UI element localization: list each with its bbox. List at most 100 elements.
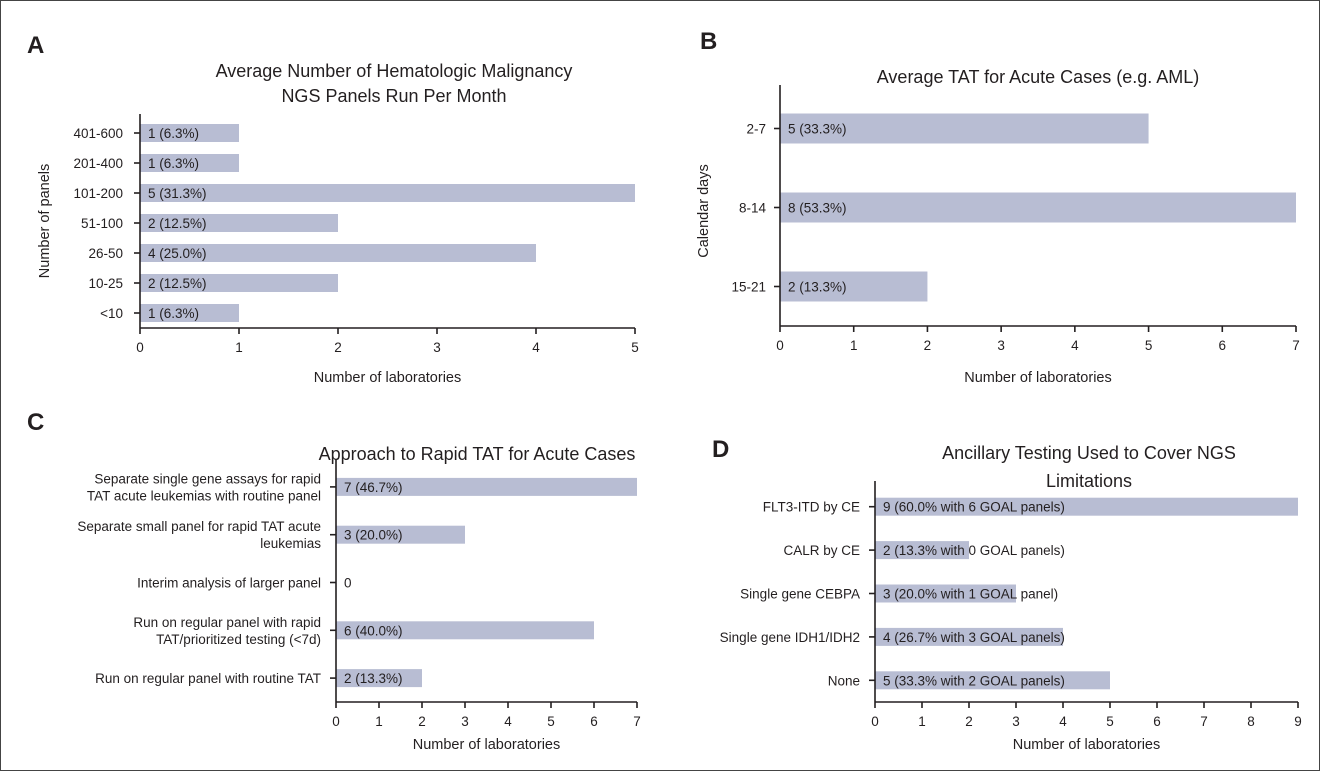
data-label: 5 (31.3%) — [148, 186, 207, 201]
bar — [140, 184, 635, 202]
bar — [875, 584, 1016, 603]
bar — [140, 214, 338, 232]
data-label: 5 (33.3% with 2 GOAL panels) — [883, 673, 1065, 688]
data-label: 4 (25.0%) — [148, 246, 207, 261]
category-label: TAT/prioritized testing (<7d) — [156, 632, 321, 647]
y-axis-label: Calendar days — [696, 164, 712, 258]
panel-letter: C — [27, 409, 44, 436]
x-axis-label: Number of laboratories — [413, 737, 561, 753]
y-axis-label: Number of panels — [37, 164, 53, 278]
category-label: Run on regular panel with routine TAT — [95, 671, 321, 686]
bar — [875, 671, 1110, 690]
bar — [140, 124, 239, 142]
panel-letter: A — [27, 32, 44, 59]
bar — [140, 274, 338, 292]
data-label: 8 (53.3%) — [788, 201, 847, 216]
x-tick-label: 0 — [136, 340, 144, 355]
category-label: Separate single gene assays for rapid — [94, 471, 321, 486]
x-tick-label: 5 — [1106, 714, 1114, 729]
data-label: 3 (20.0% with 1 GOAL panel) — [883, 587, 1058, 602]
x-tick-label: 1 — [375, 714, 383, 729]
x-tick-label: 8 — [1247, 714, 1255, 729]
bar — [336, 477, 637, 496]
category-label: Run on regular panel with rapid — [133, 615, 321, 630]
bar — [780, 113, 1149, 144]
bar — [875, 497, 1298, 516]
data-label: 2 (13.3%) — [788, 280, 847, 295]
data-label: 2 (13.3%) — [344, 671, 403, 686]
x-tick-label: 1 — [235, 340, 243, 355]
category-label: FLT3-ITD by CE — [763, 500, 860, 515]
x-tick-label: 3 — [461, 714, 469, 729]
x-tick-label: 0 — [776, 338, 784, 353]
panel-b: B Average TAT for Acute Cases (e.g. AML) 2… — [696, 28, 1300, 386]
data-label: 3 (20.0%) — [344, 528, 403, 543]
category-label: 2-7 — [746, 122, 766, 137]
data-label: 2 (13.3% with 0 GOAL panels) — [883, 543, 1065, 558]
data-label: 9 (60.0% with 6 GOAL panels) — [883, 500, 1065, 515]
category-label: 26-50 — [88, 246, 123, 261]
x-tick-label: 6 — [1219, 338, 1227, 353]
category-label: <10 — [100, 306, 123, 321]
x-tick-label: 2 — [334, 340, 342, 355]
x-tick-label: 4 — [532, 340, 540, 355]
bar — [336, 621, 594, 640]
bar — [140, 244, 536, 262]
x-tick-label: 4 — [1059, 714, 1067, 729]
bar — [780, 192, 1296, 223]
x-tick-label: 9 — [1294, 714, 1302, 729]
data-label: 7 (46.7%) — [344, 480, 403, 495]
category-label: 51-100 — [81, 216, 123, 231]
x-tick-label: 4 — [1071, 338, 1079, 353]
category-label: 201-400 — [73, 156, 123, 171]
chart-title: Average Number of Hematologic Malignancy — [216, 61, 573, 81]
x-tick-label: 5 — [547, 714, 555, 729]
chart-title: Approach to Rapid TAT for Acute Cases — [319, 444, 636, 464]
panel-letter: D — [712, 436, 729, 463]
bar — [780, 271, 928, 302]
x-tick-label: 4 — [504, 714, 512, 729]
data-label: 2 (12.5%) — [148, 216, 207, 231]
panel-letter: B — [700, 28, 717, 55]
x-tick-label: 6 — [590, 714, 598, 729]
x-axis-label: Number of laboratories — [1013, 737, 1161, 753]
category-label: None — [828, 673, 860, 688]
data-label: 1 (6.3%) — [148, 126, 199, 141]
x-axis-label: Number of laboratories — [964, 370, 1112, 386]
category-label: 101-200 — [73, 186, 123, 201]
bar — [875, 541, 969, 560]
data-label: 5 (33.3%) — [788, 122, 847, 137]
x-tick-label: 3 — [1012, 714, 1020, 729]
x-tick-label: 2 — [924, 338, 932, 353]
category-label: leukemias — [260, 536, 321, 551]
data-label: 2 (12.5%) — [148, 276, 207, 291]
bar — [875, 627, 1063, 646]
category-label: Single gene IDH1/IDH2 — [720, 630, 860, 645]
x-tick-label: 2 — [965, 714, 973, 729]
category-label: TAT acute leukemias with routine panel — [87, 488, 321, 503]
x-tick-label: 7 — [1200, 714, 1208, 729]
data-label: 0 — [344, 576, 352, 591]
category-label: 10-25 — [88, 276, 123, 291]
panel-d: D Ancillary Testing Used to Cover NGS Limi… — [712, 436, 1302, 753]
category-label: Separate small panel for rapid TAT acute — [77, 519, 321, 534]
x-tick-label: 3 — [997, 338, 1005, 353]
panel-c: C Approach to Rapid TAT for Acute Cases Se… — [27, 409, 641, 753]
x-tick-label: 6 — [1153, 714, 1161, 729]
data-label: 1 (6.3%) — [148, 156, 199, 171]
bar — [336, 669, 422, 688]
data-label: 6 (40.0%) — [344, 623, 403, 638]
chart-title: Ancillary Testing Used to Cover NGS — [942, 443, 1236, 463]
x-tick-label: 7 — [1292, 338, 1300, 353]
x-tick-label: 3 — [433, 340, 441, 355]
bar — [140, 304, 239, 322]
category-label: 15-21 — [731, 280, 766, 295]
bar — [336, 525, 465, 544]
x-tick-label: 2 — [418, 714, 426, 729]
x-axis-label: Number of laboratories — [314, 370, 462, 386]
category-label: Single gene CEBPA — [740, 587, 860, 602]
bar — [140, 154, 239, 172]
panel-a: A Average Number of Hematologic Malignanc… — [27, 32, 639, 386]
